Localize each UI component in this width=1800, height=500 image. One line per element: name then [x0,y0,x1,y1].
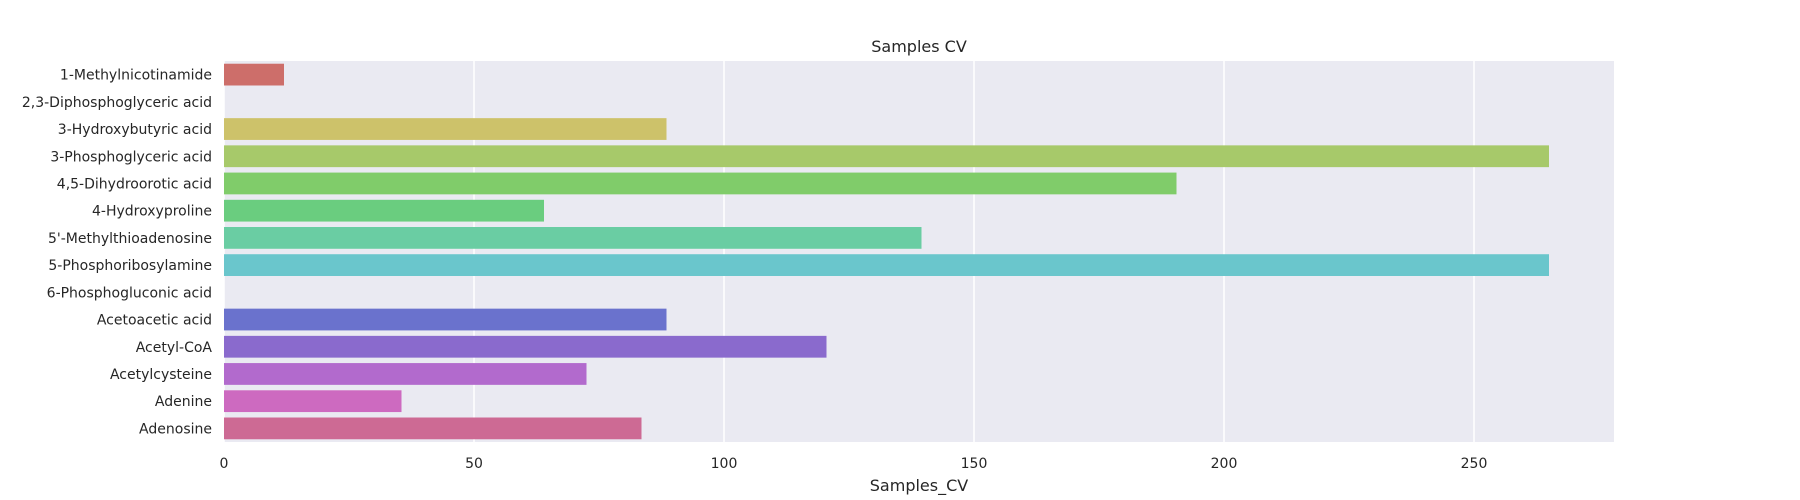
category-label: 4,5-Dihydroorotic acid [57,176,212,192]
category-label: 3-Hydroxybutyric acid [58,122,212,138]
category-label: Acetylcysteine [110,367,212,383]
bar [224,308,667,331]
x-tick-label: 150 [961,456,988,472]
category-label: 1-Methylnicotinamide [60,68,212,84]
category-label: Adenine [155,394,212,410]
category-label: 6-Phosphogluconic acid [47,285,212,301]
category-label: 5-Phosphoribosylamine [48,258,212,274]
category-label: 3-Phosphoglyceric acid [50,149,212,165]
bar [224,145,1549,168]
category-label: Acetoacetic acid [97,313,212,329]
bar [224,199,544,222]
category-label: 4-Hydroxyproline [92,204,212,220]
chart-title: Samples CV [871,37,967,56]
bar [224,390,402,413]
bar [224,118,667,140]
x-tick-labels: 0 50 100 150 200 250 [220,456,1488,472]
category-label: 2,3-Diphosphoglyceric acid [22,95,212,111]
category-label: 5'-Methylthioadenosine [48,231,212,247]
bar [224,227,922,249]
x-axis-label: Samples_CV [870,476,969,496]
x-tick-label: 0 [220,456,229,472]
bar [224,254,1549,276]
category-label: Acetyl-CoA [136,340,213,356]
bar [224,417,642,440]
x-tick-label: 100 [711,456,738,472]
bar [224,363,587,385]
category-label: Adenosine [139,421,212,437]
bars [224,63,1549,440]
bar [224,63,284,86]
x-tick-label: 50 [465,456,483,472]
x-tick-label: 250 [1461,456,1488,472]
bar [224,335,827,358]
category-labels: 1-Methylnicotinamide 2,3-Diphosphoglyceri… [22,68,213,438]
bar [224,172,1177,195]
x-tick-label: 200 [1211,456,1238,472]
